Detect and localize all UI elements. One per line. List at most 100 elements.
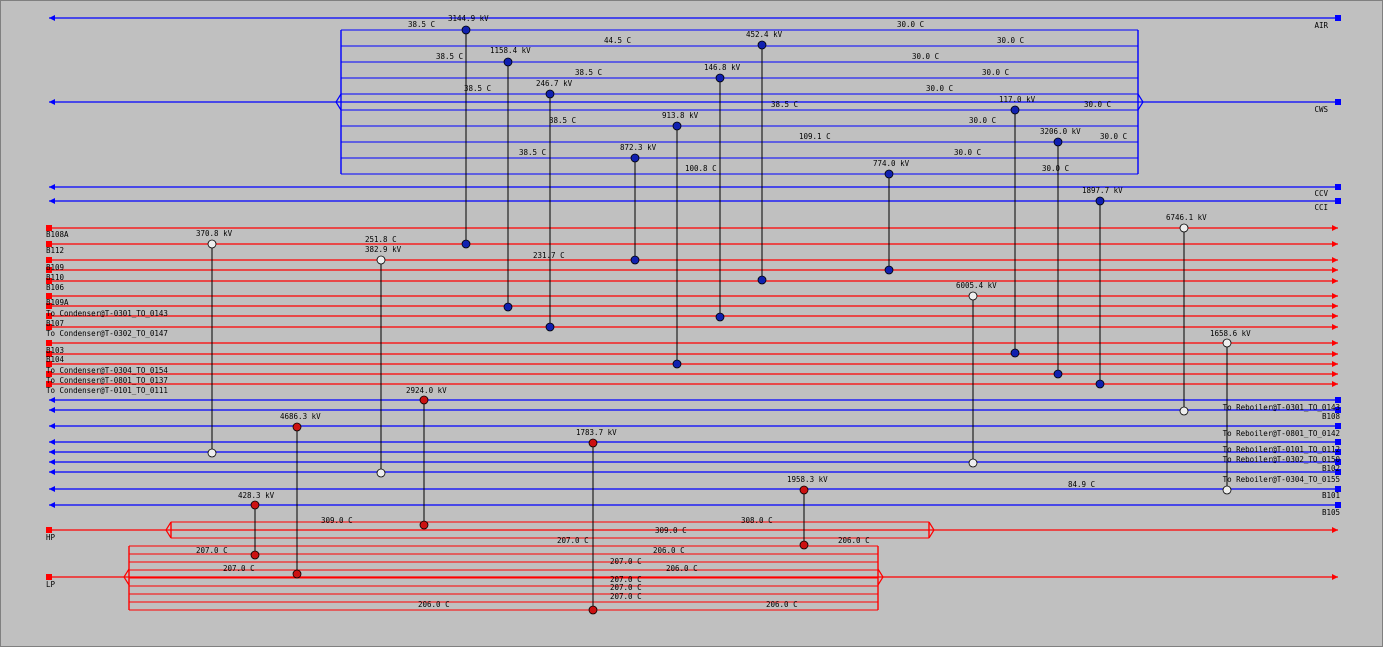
- stream-terminal-square[interactable]: [46, 371, 52, 377]
- exchanger-node[interactable]: [545, 322, 555, 332]
- stream-terminal-square[interactable]: [1335, 449, 1341, 455]
- stream-terminal-square[interactable]: [1335, 99, 1341, 105]
- exchanger-node[interactable]: [630, 153, 640, 163]
- exchanger-e5[interactable]: [672, 121, 682, 369]
- exchanger-node[interactable]: [1222, 338, 1232, 348]
- exchanger-e3[interactable]: [545, 89, 555, 332]
- exchanger-node[interactable]: [545, 89, 555, 99]
- stream-terminal-square[interactable]: [46, 257, 52, 263]
- exchanger-node[interactable]: [1010, 348, 1020, 358]
- exchanger-node[interactable]: [588, 605, 598, 615]
- stream-tc0101[interactable]: [46, 381, 1338, 387]
- exchanger-e4[interactable]: [630, 153, 640, 265]
- stream-terminal-square[interactable]: [1335, 407, 1341, 413]
- exchanger-node[interactable]: [588, 438, 598, 448]
- stream-tr0304[interactable]: [49, 469, 1341, 475]
- exchanger-node[interactable]: [1053, 369, 1063, 379]
- exchanger-node[interactable]: [799, 540, 809, 550]
- stream-terminal-square[interactable]: [1335, 502, 1341, 508]
- stream-b108a[interactable]: [46, 225, 1338, 231]
- exchanger-node[interactable]: [968, 458, 978, 468]
- exchanger-node[interactable]: [884, 265, 894, 275]
- stream-tc0302[interactable]: [46, 324, 1338, 330]
- exchanger-node[interactable]: [250, 550, 260, 560]
- exchanger-e15[interactable]: [968, 291, 978, 468]
- stream-tr0301[interactable]: [49, 397, 1341, 403]
- exchanger-e20[interactable]: [799, 485, 809, 550]
- stream-tr0302[interactable]: [49, 449, 1341, 455]
- stream-tr0101[interactable]: [49, 439, 1341, 445]
- stream-b107[interactable]: [46, 313, 1338, 319]
- exchanger-node[interactable]: [419, 520, 429, 530]
- exchanger-node[interactable]: [1222, 485, 1232, 495]
- exchanger-e7[interactable]: [757, 40, 767, 285]
- stream-terminal-square[interactable]: [46, 293, 52, 299]
- stream-terminal-square[interactable]: [46, 381, 52, 387]
- stream-tc0801[interactable]: [46, 371, 1338, 377]
- exchanger-node[interactable]: [503, 302, 513, 312]
- stream-cws[interactable]: [49, 99, 1341, 105]
- stream-terminal-square[interactable]: [1335, 439, 1341, 445]
- exchanger-e2[interactable]: [503, 57, 513, 312]
- stream-terminal-square[interactable]: [1335, 423, 1341, 429]
- exchanger-node[interactable]: [207, 239, 217, 249]
- stream-cci[interactable]: [49, 198, 1341, 204]
- stream-terminal-square[interactable]: [46, 278, 52, 284]
- stream-terminal-square[interactable]: [46, 267, 52, 273]
- stream-b101[interactable]: [49, 486, 1341, 492]
- exchanger-node[interactable]: [207, 448, 217, 458]
- exchanger-node[interactable]: [461, 25, 471, 35]
- exchanger-node[interactable]: [1095, 379, 1105, 389]
- stream-terminal-square[interactable]: [46, 313, 52, 319]
- stream-b109[interactable]: [46, 257, 1338, 263]
- stream-b112[interactable]: [46, 241, 1338, 247]
- stream-terminal-square[interactable]: [46, 351, 52, 357]
- stream-terminal-square[interactable]: [46, 303, 52, 309]
- exchanger-node[interactable]: [672, 359, 682, 369]
- stream-terminal-square[interactable]: [46, 241, 52, 247]
- exchanger-node[interactable]: [250, 500, 260, 510]
- stream-b106[interactable]: [46, 278, 1338, 284]
- exchanger-node[interactable]: [799, 485, 809, 495]
- stream-b103[interactable]: [46, 340, 1338, 346]
- exchanger-e16[interactable]: [1222, 338, 1232, 495]
- exchanger-node[interactable]: [292, 569, 302, 579]
- stream-lp[interactable]: [46, 574, 1338, 580]
- exchanger-node[interactable]: [757, 275, 767, 285]
- exchanger-node[interactable]: [672, 121, 682, 131]
- stream-b110[interactable]: [46, 267, 1338, 273]
- exchanger-node[interactable]: [419, 395, 429, 405]
- exchanger-node[interactable]: [1053, 137, 1063, 147]
- stream-b105[interactable]: [49, 502, 1341, 508]
- exchanger-node[interactable]: [1095, 196, 1105, 206]
- exchanger-e13[interactable]: [376, 255, 386, 478]
- exchanger-e6[interactable]: [715, 73, 725, 322]
- stream-terminal-square[interactable]: [46, 361, 52, 367]
- exchanger-e8[interactable]: [884, 169, 894, 275]
- stream-terminal-square[interactable]: [46, 574, 52, 580]
- stream-terminal-square[interactable]: [46, 340, 52, 346]
- exchanger-e14[interactable]: [1179, 223, 1189, 416]
- stream-terminal-square[interactable]: [1335, 459, 1341, 465]
- stream-b109a[interactable]: [46, 293, 1338, 299]
- stream-terminal-square[interactable]: [46, 324, 52, 330]
- stream-terminal-square[interactable]: [1335, 184, 1341, 190]
- stream-b104[interactable]: [46, 351, 1338, 357]
- stream-hp[interactable]: [46, 527, 1338, 533]
- exchanger-e11[interactable]: [1095, 196, 1105, 389]
- exchanger-e12[interactable]: [207, 239, 217, 458]
- exchanger-node[interactable]: [1010, 105, 1020, 115]
- exchanger-e19[interactable]: [588, 438, 598, 615]
- exchanger-node[interactable]: [461, 239, 471, 249]
- exchanger-node[interactable]: [1179, 223, 1189, 233]
- exchanger-node[interactable]: [1179, 406, 1189, 416]
- stream-tc0304[interactable]: [46, 361, 1338, 367]
- exchanger-e21[interactable]: [250, 500, 260, 560]
- exchanger-node[interactable]: [292, 422, 302, 432]
- exchanger-e9[interactable]: [1010, 105, 1020, 358]
- exchanger-node[interactable]: [503, 57, 513, 67]
- exchanger-node[interactable]: [630, 255, 640, 265]
- stream-terminal-square[interactable]: [46, 225, 52, 231]
- exchanger-node[interactable]: [884, 169, 894, 179]
